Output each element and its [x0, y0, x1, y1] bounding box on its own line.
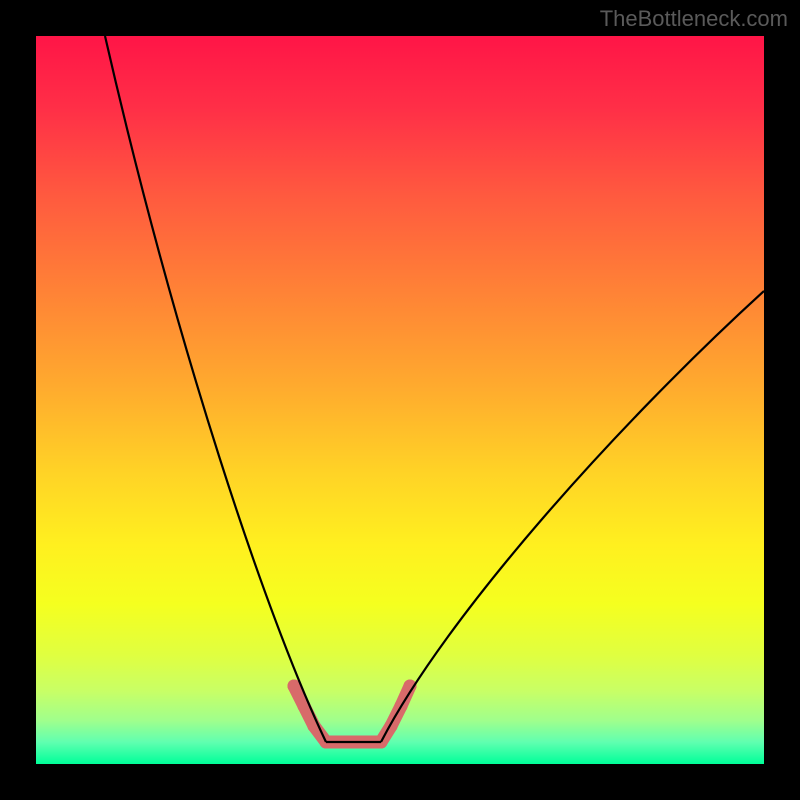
- curves-layer: [36, 36, 764, 764]
- watermark-text: TheBottleneck.com: [600, 6, 788, 32]
- plot-area: [36, 36, 764, 764]
- left-descending-curve: [105, 36, 326, 742]
- right-ascending-curve: [381, 291, 764, 742]
